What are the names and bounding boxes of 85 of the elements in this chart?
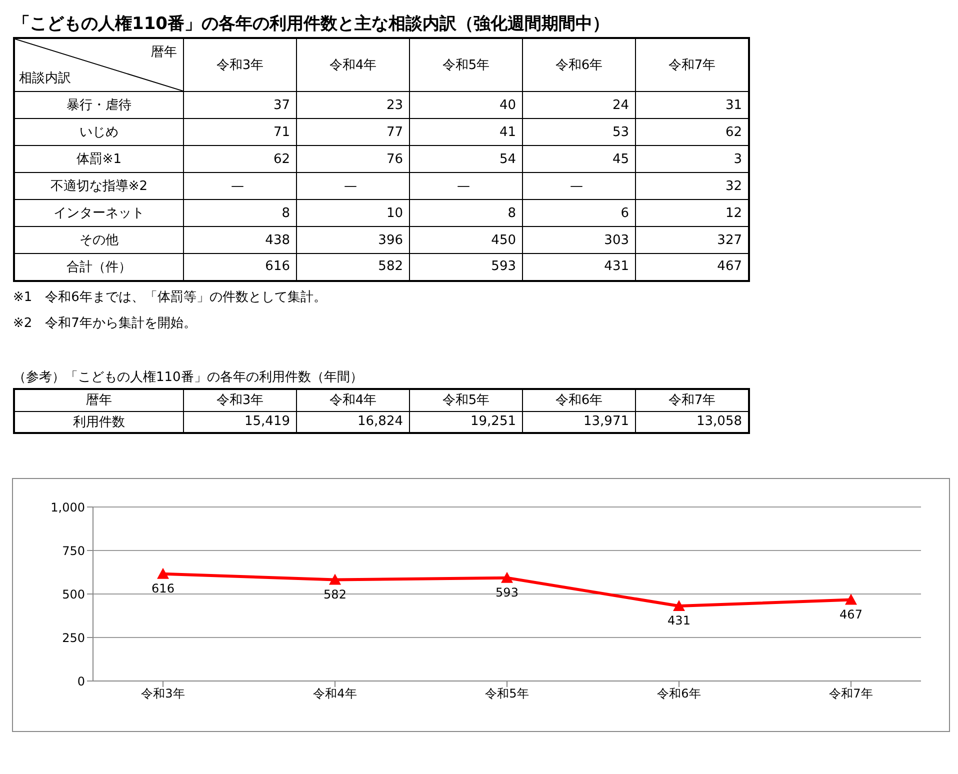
- text: 40: [499, 98, 516, 112]
- text: 8: [508, 206, 516, 220]
- text: 13,058: [696, 414, 742, 430]
- data-label: 593: [496, 585, 518, 600]
- text: 77: [386, 124, 403, 140]
- category-label: 令和5年: [410, 38, 522, 92]
- text: 暦年: [151, 44, 177, 61]
- category-label: いじめ: [80, 125, 118, 140]
- text: 467: [717, 259, 742, 274]
- y-tick-label: 500: [62, 587, 85, 602]
- text: 45: [612, 152, 629, 166]
- point: [501, 572, 513, 583]
- text: 12: [725, 206, 742, 220]
- text: 616: [265, 259, 290, 274]
- x-tick-label: 令和4年: [313, 686, 357, 701]
- x-tick-label: 令和3年: [141, 686, 185, 701]
- text: 13,971: [584, 414, 629, 430]
- text: 431: [604, 259, 629, 274]
- category-label: 令和7年: [636, 38, 749, 92]
- y-tick-label: 0: [77, 674, 85, 688]
- x-tick-label: 令和7年: [829, 686, 873, 701]
- text: 582: [378, 259, 403, 274]
- text: —: [570, 178, 583, 194]
- text: 327: [717, 232, 742, 248]
- text: 暦年: [14, 389, 184, 411]
- text: 3: [734, 152, 742, 166]
- text: 24: [612, 98, 629, 112]
- text: 31: [725, 98, 742, 112]
- category-label: 令和6年: [522, 38, 636, 92]
- category-label: 令和7年: [636, 389, 749, 411]
- text: ※2 令和7年から集計を開始。: [13, 314, 198, 332]
- category-label: その他: [80, 233, 118, 248]
- y-tick-label: 1,000: [50, 500, 85, 514]
- text: 62: [725, 124, 742, 140]
- y-tick-label: 250: [62, 630, 85, 645]
- text: 593: [491, 259, 516, 274]
- data-label: 616: [152, 581, 174, 596]
- text: 62: [273, 152, 290, 166]
- text: 303: [604, 232, 629, 248]
- category-label: 令和3年: [184, 38, 296, 92]
- text: 相談内訳: [19, 70, 71, 87]
- category-label: 不適切な指導※2: [50, 179, 148, 194]
- x-tick-label: 令和6年: [657, 686, 701, 701]
- category-label: インターネット: [54, 206, 144, 221]
- category-label: 令和6年: [522, 389, 636, 411]
- x-tick-label: 令和5年: [485, 686, 529, 701]
- text: 54: [499, 152, 516, 166]
- category-label: 令和3年: [184, 389, 296, 411]
- text: 16,824: [358, 414, 403, 430]
- text: 53: [612, 124, 629, 140]
- text: 37: [273, 98, 290, 112]
- text: 32: [725, 178, 742, 194]
- y-tick-label: 750: [62, 544, 85, 558]
- text: 23: [386, 98, 403, 112]
- category-label: 体罰※1: [76, 152, 122, 167]
- category-label: 利用件数: [73, 414, 125, 430]
- text: 438: [265, 232, 290, 248]
- text: 41: [499, 124, 516, 140]
- text: 8: [282, 206, 290, 220]
- text: （参考）「こどもの人権110番」の各年の利用件数（年間）: [13, 369, 364, 386]
- data-label: 582: [324, 587, 346, 602]
- category-label: 令和5年: [410, 389, 522, 411]
- point: [845, 594, 857, 605]
- text: 19,251: [470, 414, 516, 430]
- category-label: 暴行・虐待: [66, 98, 132, 113]
- text: —: [231, 178, 244, 194]
- data-label: 467: [840, 607, 862, 622]
- category-label: 令和4年: [296, 389, 410, 411]
- text: 76: [386, 152, 403, 166]
- text: 450: [491, 232, 516, 248]
- text: —: [457, 178, 470, 194]
- text: —: [344, 178, 357, 194]
- text: 「こどもの人権110番」の各年の利用件数と主な相談内訳（強化週間期間中）: [13, 13, 610, 35]
- category-label: 令和4年: [296, 38, 410, 92]
- point: [329, 574, 341, 585]
- text: 10: [386, 206, 403, 220]
- text: ※1 令和6年までは、「体罰等」の件数として集計。: [13, 288, 328, 306]
- text: 15,419: [244, 414, 290, 430]
- text: 71: [273, 124, 290, 140]
- text: 6: [620, 206, 629, 220]
- category-label: 合計（件）: [66, 260, 132, 275]
- point: [673, 600, 685, 612]
- text: 396: [378, 232, 403, 248]
- data-label: 431: [668, 614, 690, 628]
- point: [157, 568, 169, 579]
